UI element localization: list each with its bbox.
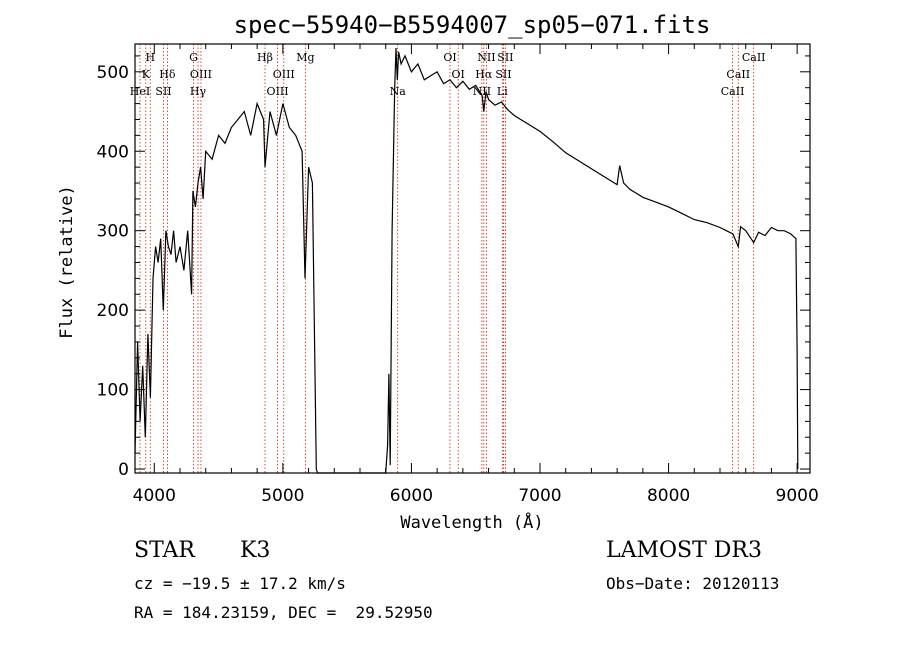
x-axis-label: Wavelength (Å): [400, 511, 543, 533]
object-subclass: K3: [240, 538, 271, 563]
x-tick-label: 6000: [390, 486, 433, 506]
line-marker-label: Na: [390, 85, 407, 98]
line-marker-label: Hγ: [190, 85, 207, 98]
y-tick-label: 500: [97, 63, 129, 83]
line-marker-label: OIII: [273, 68, 295, 81]
line-marker-label: CaII: [742, 51, 766, 64]
line-marker-label: OIII: [190, 68, 212, 81]
y-tick-label: 400: [97, 142, 129, 162]
x-tick-label: 5000: [261, 486, 304, 506]
line-marker-label: CaII: [721, 85, 745, 98]
line-marker-label: Li: [497, 85, 508, 98]
survey-name: LAMOST DR3: [606, 538, 762, 563]
line-marker-label: SII: [155, 85, 171, 98]
plot-frame: [134, 43, 811, 474]
line-marker-labels: HeIKHSIIHδGHγOIIIHβOIIIOIIIMgNaOIOINIIHα…: [130, 51, 766, 98]
chart-title: spec−55940−B5594007_sp05−071.fits: [234, 11, 711, 39]
y-tick-label: 200: [97, 301, 129, 321]
y-tick-label: 0: [118, 460, 129, 480]
x-axis-ticks: 4000 5000 6000 7000 8000 9000: [133, 44, 819, 506]
line-marker-label: H: [146, 51, 156, 64]
x-tick-label: 7000: [518, 486, 561, 506]
line-marker-label: NII: [477, 51, 495, 64]
line-marker-label: Mg: [296, 51, 314, 64]
y-tick-label: 100: [97, 381, 129, 401]
x-tick-label: 4000: [133, 486, 176, 506]
x-tick-label: 9000: [776, 486, 819, 506]
coordinates: RA = 184.23159, DEC = 29.52950: [134, 603, 433, 622]
y-axis-label: Flux (relative): [57, 185, 77, 339]
line-marker-label: OI: [452, 68, 465, 81]
redshift-line: cz = −19.5 ± 17.2 km/s: [134, 574, 346, 593]
line-marker-label: CaII: [726, 68, 750, 81]
line-marker-label: Hα: [475, 68, 493, 81]
line-marker-label: OI: [443, 51, 456, 64]
line-markers: [139, 44, 755, 473]
x-tick-label: 8000: [647, 486, 690, 506]
spectrum-line: [134, 47, 799, 474]
line-marker-label: SII: [495, 68, 511, 81]
line-marker-label: Hβ: [257, 51, 273, 64]
line-marker-label: G: [189, 51, 198, 64]
object-class: STAR: [134, 538, 195, 563]
line-marker-label: SII: [497, 51, 513, 64]
line-marker-label: K: [142, 68, 151, 81]
y-tick-label: 300: [97, 222, 129, 242]
y-axis-ticks: 0 100 200 300 400 500: [97, 55, 810, 480]
line-marker-label: Hδ: [159, 68, 176, 81]
line-marker-label: OIII: [267, 85, 289, 98]
obs-date: Obs−Date: 20120113: [606, 574, 780, 593]
line-marker-label: HeI: [130, 85, 150, 98]
